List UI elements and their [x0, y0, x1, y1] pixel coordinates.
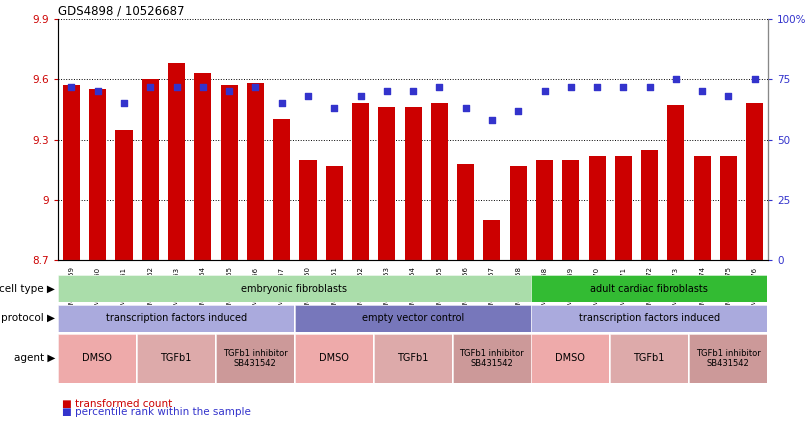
- Bar: [589, 156, 606, 260]
- Point: [354, 93, 367, 99]
- Bar: [457, 164, 474, 260]
- Text: adult cardiac fibroblasts: adult cardiac fibroblasts: [590, 284, 708, 294]
- Point: [643, 83, 656, 90]
- Point: [565, 83, 578, 90]
- Bar: [194, 73, 211, 260]
- Point: [275, 100, 288, 107]
- Text: TGFb1: TGFb1: [160, 354, 192, 363]
- Text: DMSO: DMSO: [83, 354, 113, 363]
- Text: GDS4898 / 10526687: GDS4898 / 10526687: [58, 5, 185, 18]
- Point: [381, 88, 394, 95]
- Point: [301, 93, 314, 99]
- Bar: [63, 85, 80, 260]
- Point: [223, 88, 236, 95]
- Text: empty vector control: empty vector control: [361, 313, 464, 323]
- Bar: [746, 103, 763, 260]
- Bar: [168, 63, 185, 260]
- Bar: [89, 89, 106, 260]
- Bar: [693, 156, 710, 260]
- Bar: [326, 166, 343, 260]
- Bar: [720, 156, 737, 260]
- Point: [117, 100, 130, 107]
- Bar: [431, 103, 448, 260]
- Text: TGFb1 inhibitor
SB431542: TGFb1 inhibitor SB431542: [223, 349, 288, 368]
- Point: [92, 88, 104, 95]
- Point: [590, 83, 603, 90]
- Point: [617, 83, 630, 90]
- Bar: [220, 85, 237, 260]
- Bar: [273, 119, 290, 260]
- Text: transcription factors induced: transcription factors induced: [578, 313, 720, 323]
- Point: [696, 88, 709, 95]
- Bar: [352, 103, 369, 260]
- Point: [144, 83, 157, 90]
- Point: [328, 105, 341, 112]
- Text: ■ percentile rank within the sample: ■ percentile rank within the sample: [62, 407, 251, 418]
- Bar: [484, 220, 501, 260]
- Bar: [615, 156, 632, 260]
- Bar: [667, 105, 684, 260]
- Text: embryonic fibroblasts: embryonic fibroblasts: [241, 284, 347, 294]
- Bar: [300, 159, 317, 260]
- Point: [196, 83, 209, 90]
- Bar: [562, 159, 579, 260]
- Text: DMSO: DMSO: [556, 354, 586, 363]
- Point: [512, 107, 525, 114]
- Bar: [116, 129, 133, 260]
- Text: TGFb1 inhibitor
SB431542: TGFb1 inhibitor SB431542: [696, 349, 761, 368]
- Point: [459, 105, 472, 112]
- Point: [722, 93, 735, 99]
- Point: [433, 83, 446, 90]
- Text: TGFb1 inhibitor
SB431542: TGFb1 inhibitor SB431542: [459, 349, 524, 368]
- Text: cell type ▶: cell type ▶: [0, 284, 55, 294]
- Text: TGFb1: TGFb1: [633, 354, 665, 363]
- Point: [485, 117, 498, 124]
- Bar: [536, 159, 553, 260]
- Text: TGFb1: TGFb1: [397, 354, 428, 363]
- Point: [249, 83, 262, 90]
- Point: [407, 88, 420, 95]
- Point: [65, 83, 78, 90]
- Text: ■ transformed count: ■ transformed count: [62, 399, 173, 409]
- Point: [170, 83, 183, 90]
- Text: agent ▶: agent ▶: [14, 354, 55, 363]
- Bar: [378, 107, 395, 260]
- Bar: [247, 83, 264, 260]
- Bar: [404, 107, 422, 260]
- Bar: [142, 79, 159, 260]
- Bar: [641, 150, 659, 260]
- Text: protocol ▶: protocol ▶: [1, 313, 55, 323]
- Text: transcription factors induced: transcription factors induced: [105, 313, 247, 323]
- Point: [669, 76, 682, 83]
- Point: [538, 88, 551, 95]
- Bar: [509, 166, 526, 260]
- Text: DMSO: DMSO: [319, 354, 349, 363]
- Point: [748, 76, 761, 83]
